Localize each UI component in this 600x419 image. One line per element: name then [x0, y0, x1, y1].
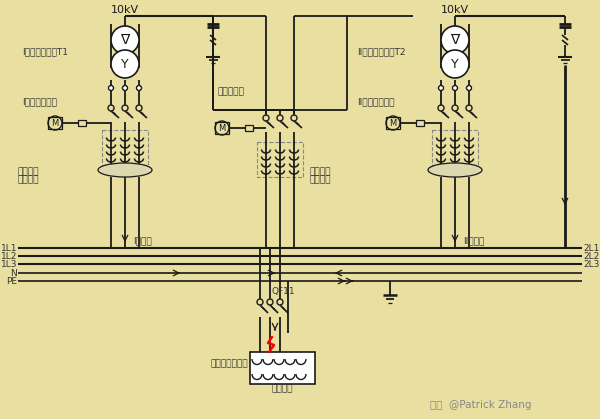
Circle shape	[111, 26, 139, 54]
Text: PE: PE	[6, 277, 17, 285]
Circle shape	[441, 50, 469, 78]
Text: 电流检测: 电流检测	[310, 176, 331, 184]
Text: Y: Y	[451, 57, 459, 70]
Circle shape	[136, 105, 142, 111]
Text: 用电设备: 用电设备	[272, 385, 293, 393]
Bar	[250, 352, 315, 384]
Circle shape	[441, 26, 469, 54]
Text: N: N	[10, 269, 17, 277]
Text: M: M	[389, 119, 397, 127]
Text: 单相接地故障点: 单相接地故障点	[211, 360, 248, 368]
Circle shape	[111, 50, 139, 78]
Circle shape	[267, 299, 273, 305]
Text: M: M	[218, 124, 226, 132]
Text: 10kV: 10kV	[111, 5, 139, 15]
Circle shape	[122, 85, 128, 91]
Text: ∇: ∇	[121, 33, 130, 47]
Bar	[215, 122, 229, 134]
Text: 2L2: 2L2	[583, 251, 599, 261]
Circle shape	[291, 115, 297, 121]
Circle shape	[467, 85, 472, 91]
Text: 接地故障: 接地故障	[18, 168, 40, 176]
Circle shape	[215, 121, 229, 135]
Bar	[78, 120, 86, 126]
Bar	[432, 130, 478, 165]
Circle shape	[263, 115, 269, 121]
Text: 接地故障: 接地故障	[310, 168, 331, 176]
Circle shape	[48, 116, 62, 130]
Circle shape	[109, 85, 113, 91]
Circle shape	[438, 105, 444, 111]
Circle shape	[439, 85, 443, 91]
Text: 10kV: 10kV	[441, 5, 469, 15]
Text: ∇: ∇	[451, 33, 460, 47]
Ellipse shape	[98, 163, 152, 177]
Text: I段电力变压器T1: I段电力变压器T1	[22, 47, 68, 57]
Circle shape	[122, 105, 128, 111]
Bar	[386, 117, 400, 129]
Circle shape	[466, 105, 472, 111]
Text: I段母线: I段母线	[133, 236, 152, 246]
Circle shape	[452, 85, 458, 91]
Circle shape	[386, 116, 400, 130]
Text: QF11: QF11	[272, 287, 296, 295]
Text: 母联断路器: 母联断路器	[218, 88, 245, 96]
Circle shape	[277, 115, 283, 121]
Bar	[102, 130, 148, 165]
Bar	[48, 117, 62, 129]
Circle shape	[257, 299, 263, 305]
Bar	[416, 120, 424, 126]
Circle shape	[452, 105, 458, 111]
Bar	[245, 125, 253, 131]
Text: 知乎  @Patrick Zhang: 知乎 @Patrick Zhang	[430, 400, 532, 410]
Text: Y: Y	[121, 57, 129, 70]
Text: 1L1: 1L1	[1, 243, 17, 253]
Text: I段进线断路器: I段进线断路器	[22, 98, 57, 106]
Text: 1L2: 1L2	[1, 251, 17, 261]
Text: 电流检测: 电流检测	[18, 176, 40, 184]
Text: II段电力变压器T2: II段电力变压器T2	[357, 47, 406, 57]
Ellipse shape	[428, 163, 482, 177]
Text: 1L3: 1L3	[1, 259, 17, 269]
Text: 2L3: 2L3	[583, 259, 599, 269]
Text: II段进线断路器: II段进线断路器	[357, 98, 395, 106]
Bar	[257, 142, 303, 177]
Text: II段母线: II段母线	[463, 236, 484, 246]
Circle shape	[137, 85, 142, 91]
Text: 2L1: 2L1	[583, 243, 599, 253]
Text: M: M	[52, 119, 59, 127]
Circle shape	[277, 299, 283, 305]
Circle shape	[108, 105, 114, 111]
